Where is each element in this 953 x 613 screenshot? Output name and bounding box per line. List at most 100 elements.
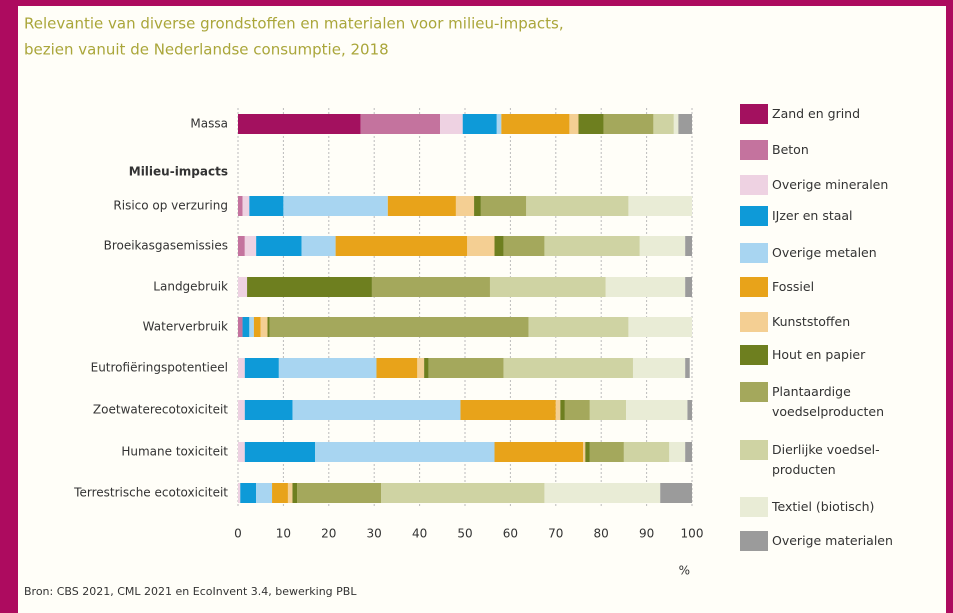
bar-segment: [440, 114, 463, 134]
x-unit: %: [679, 564, 690, 578]
bar-segment: [526, 196, 629, 216]
legend-swatch: [740, 140, 768, 160]
bar-segment: [272, 483, 288, 503]
bar-segment: [260, 317, 268, 337]
bar-segment: [462, 114, 497, 134]
bar-segment: [249, 196, 284, 216]
bar-segment: [301, 236, 336, 256]
bar-segment: [283, 196, 388, 216]
bar-segment: [238, 358, 245, 378]
group-label: Milieu-impacts: [129, 165, 228, 179]
bar-segment: [417, 358, 425, 378]
bar-segment: [238, 277, 248, 297]
bar-segment: [242, 317, 250, 337]
bar-segment: [287, 483, 293, 503]
bar-segment: [589, 442, 624, 462]
bar-segment: [628, 317, 692, 337]
legend-swatch: [740, 382, 768, 402]
legend-swatch: [740, 243, 768, 263]
legend-swatch: [740, 531, 768, 551]
bar-segment: [249, 317, 254, 337]
legend-swatch: [740, 497, 768, 517]
bar-segment: [335, 236, 468, 256]
bar-segment: [278, 358, 377, 378]
legend-swatch: [740, 104, 768, 124]
bar-segment: [589, 400, 627, 420]
legend-label: Textiel (biotisch): [772, 499, 875, 514]
bar-segment: [292, 483, 298, 503]
legend-swatch: [740, 206, 768, 226]
bar-segment: [569, 114, 579, 134]
bar-segment: [387, 196, 456, 216]
bar-segment: [685, 277, 692, 297]
legend-label: Dierlijke voedsel-producten: [772, 442, 880, 477]
bar-segment: [673, 114, 679, 134]
legend-label: Overige metalen: [772, 245, 877, 260]
legend-label: Overige mineralen: [772, 177, 889, 192]
bar-segment: [555, 400, 561, 420]
bar-segment: [544, 236, 640, 256]
source: Bron: CBS 2021, CML 2021 en EcoInvent 3.…: [24, 585, 357, 598]
bar-segment: [528, 317, 629, 337]
bar-segment: [238, 196, 243, 216]
bar-segment: [501, 114, 570, 134]
bar-segment: [253, 317, 261, 337]
bar-segment: [494, 442, 584, 462]
x-tick-label: 10: [276, 527, 291, 541]
x-tick-label: 70: [548, 527, 563, 541]
bar-segment: [626, 400, 688, 420]
legend-label: IJzer en staal: [772, 208, 853, 223]
x-tick-label: 30: [367, 527, 382, 541]
bar-segment: [242, 196, 250, 216]
bar-segment: [256, 483, 273, 503]
y-tick-label: Massa: [190, 117, 228, 131]
bar-segment: [460, 400, 556, 420]
bar-segment: [678, 114, 692, 134]
y-tick-label: Waterverbruik: [143, 320, 228, 334]
legend-label: Plantaardige voedselproducten: [772, 384, 885, 419]
bar-segment: [496, 114, 502, 134]
bar-segment: [503, 358, 633, 378]
bar-segment: [381, 483, 545, 503]
bar-segment: [467, 236, 495, 256]
y-tick-label: Terrestrische ecotoxiciteit: [73, 486, 228, 500]
legend-swatch: [740, 175, 768, 195]
y-tick-label: Broeikasgasemissies: [104, 239, 228, 253]
bar-segment: [632, 358, 686, 378]
bar-segment: [639, 236, 686, 256]
x-tick-label: 100: [681, 527, 704, 541]
legend-label: Kunststoffen: [772, 314, 851, 329]
legend-swatch: [740, 440, 768, 460]
bar-segment: [687, 400, 692, 420]
bar-segment: [315, 442, 495, 462]
bar-segment: [244, 236, 257, 256]
x-tick-label: 0: [234, 527, 242, 541]
bar-segment: [238, 442, 245, 462]
legend-swatch: [740, 312, 768, 332]
bar-segment: [560, 400, 565, 420]
chart-subtitle: bezien vanuit de Nederlandse consumptie,…: [24, 41, 389, 59]
bar-segment: [267, 317, 270, 337]
bar-segment: [494, 236, 504, 256]
bar-segment: [660, 483, 692, 503]
bar-segment: [480, 196, 527, 216]
bar-segment: [623, 442, 670, 462]
bar-segment: [238, 236, 245, 256]
bar-segment: [269, 317, 529, 337]
bar-segment: [297, 483, 382, 503]
y-tick-label: Humane toxiciteit: [121, 445, 228, 459]
legend-label: Beton: [772, 142, 809, 157]
bar-segment: [685, 358, 690, 378]
y-tick-label: Risico op verzuring: [113, 199, 228, 213]
x-tick-label: 60: [503, 527, 518, 541]
x-tick-label: 50: [457, 527, 472, 541]
x-tick-label: 90: [639, 527, 654, 541]
bar-segment: [685, 442, 692, 462]
bar-segment: [544, 483, 661, 503]
legend-swatch: [740, 277, 768, 297]
bar-segment: [653, 114, 674, 134]
bar-segment: [244, 400, 293, 420]
bar-segment: [292, 400, 461, 420]
bar-segment: [628, 196, 692, 216]
